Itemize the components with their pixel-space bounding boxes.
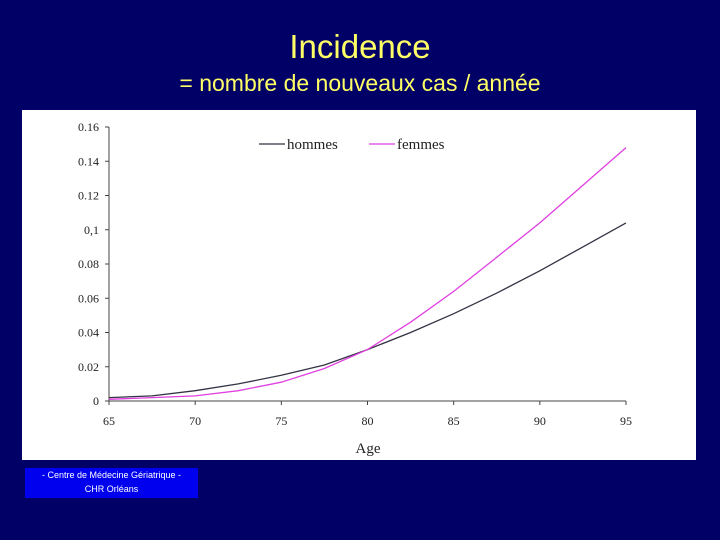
x-tick-label: 95 [620,414,632,428]
incidence-chart: 0 0.02 0.04 0.06 0.08 0,1 0.12 0.14 0.16 65 70 75 80… [78,120,632,457]
y-tick-label: 0.02 [78,360,99,374]
x-axis-label: Age [356,441,381,457]
footer-line-2: CHR Orléans [84,484,139,494]
slide-title: Incidence [289,28,431,65]
x-tick-label: 80 [362,414,374,428]
y-tick-label: 0.08 [78,257,99,271]
slide-subtitle: = nombre de nouveaux cas / année [179,70,541,96]
footer-line-1: - Centre de Médecine Gériatrique - [41,470,182,480]
y-tick-label: 0.04 [78,326,99,340]
y-tick-label: 0.06 [78,291,99,305]
x-tick-label: 65 [103,414,115,428]
legend-label-femmes: femmes [397,137,445,153]
y-tick-label: 0,1 [84,223,99,237]
x-tick-label: 70 [189,414,201,428]
y-tick-label: 0.14 [78,154,99,168]
x-tick-label: 90 [534,414,546,428]
y-tick-label: 0 [93,394,99,408]
x-tick-label: 75 [275,414,287,428]
chart-panel: 0 0.02 0.04 0.06 0.08 0,1 0.12 0.14 0.16 65 70 75 80… [22,110,696,460]
series-line-hommes [108,222,627,399]
y-tick-label: 0.12 [78,189,99,203]
footer-credit: - Centre de Médecine Gériatrique - CHR O… [25,468,198,498]
series-line-femmes [108,147,627,400]
legend-label-hommes: hommes [287,137,338,153]
x-tick-label: 85 [448,414,460,428]
y-tick-label: 0.16 [78,120,99,134]
